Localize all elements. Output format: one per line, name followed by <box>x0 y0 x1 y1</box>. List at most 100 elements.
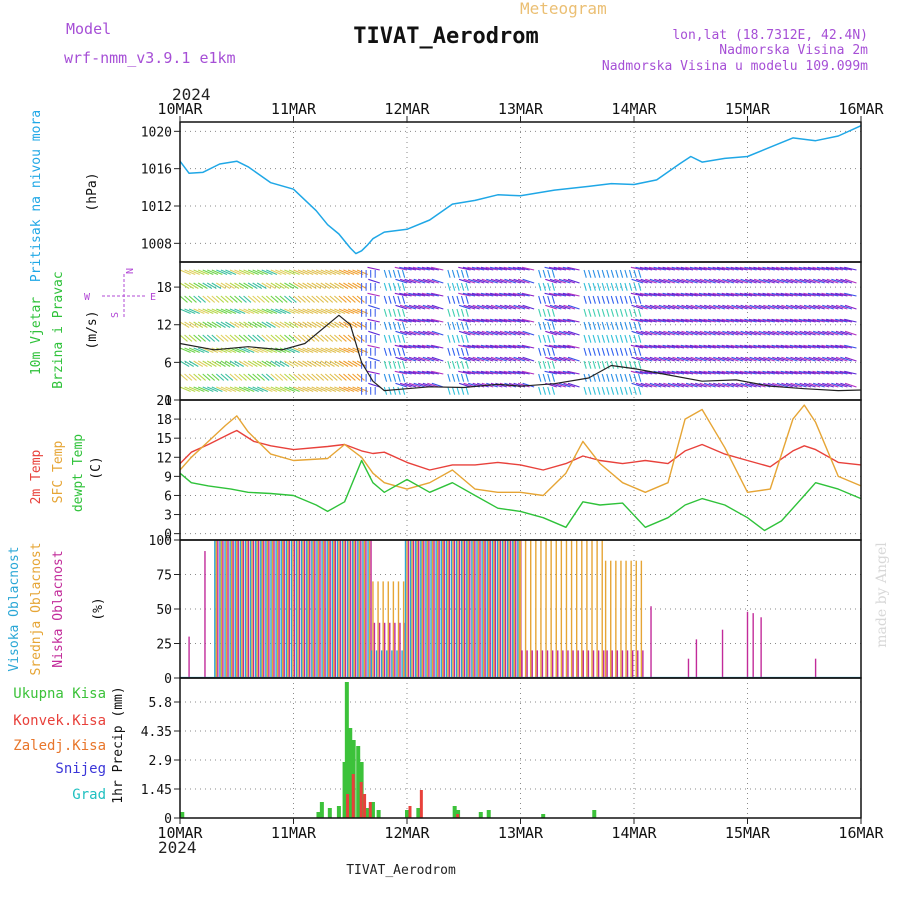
wind-barb <box>726 356 739 362</box>
wind-barb <box>744 370 757 375</box>
wind-barb <box>462 292 476 297</box>
wind-barb <box>638 295 642 304</box>
wind-barb <box>477 278 489 284</box>
wind-barb <box>238 373 247 381</box>
wind-barb <box>766 318 780 323</box>
wind-barb <box>844 318 857 323</box>
temp-unit: (C) <box>89 456 104 479</box>
wind-barb <box>794 318 807 323</box>
wind-barb <box>252 347 264 354</box>
wind-barb <box>699 278 712 284</box>
wind-barb <box>671 318 685 323</box>
wind-barb <box>826 382 839 388</box>
wind-barb <box>601 269 606 278</box>
axis-layer: 1008101210161020061218036912151821025507… <box>141 100 885 842</box>
precip-legend-conv: Konvek.Kisa <box>13 713 106 729</box>
wind-barb <box>735 356 748 362</box>
wind-barb <box>785 266 798 271</box>
precip-total-bar <box>319 802 324 818</box>
wind-barb <box>583 308 587 317</box>
wind-barb <box>635 382 648 388</box>
wind-barb <box>592 386 596 395</box>
wind-barb <box>408 278 421 284</box>
wind-barb <box>261 386 273 393</box>
wind-barb <box>395 304 408 310</box>
wind-barb <box>274 373 284 381</box>
wind-barb <box>624 321 628 330</box>
wind-barb <box>471 266 485 271</box>
wind-barb <box>447 295 451 304</box>
wind-barb <box>785 344 798 349</box>
precip-conv-bar <box>368 802 372 818</box>
wind-barb <box>284 360 294 367</box>
wind-barb <box>229 295 238 303</box>
wind-barb <box>367 344 380 349</box>
wind-barb <box>388 269 392 278</box>
wind-barb <box>458 356 471 362</box>
wind-barb <box>472 304 485 310</box>
wind-barb <box>247 373 256 381</box>
wind-barb <box>324 360 335 367</box>
wind-barb <box>753 266 766 271</box>
wind-barb <box>817 278 830 284</box>
wind-barb <box>467 292 480 297</box>
wind-barb <box>781 330 794 336</box>
wind-barb <box>225 308 237 315</box>
wind-barb <box>757 370 771 375</box>
wind-barb <box>592 347 596 356</box>
wind-barb <box>417 292 430 297</box>
wind-barb <box>624 373 628 382</box>
wind-barb <box>279 360 290 367</box>
wind-barb <box>513 356 526 362</box>
precip-total-bar <box>356 746 361 818</box>
wind-barb <box>481 356 494 362</box>
wind-barb <box>619 295 624 304</box>
temp-ytick-label: 3 <box>164 509 172 524</box>
wind-barb <box>238 321 249 328</box>
wind-compass: W E N S <box>84 268 156 318</box>
wind-barb <box>835 278 848 284</box>
wind-barb <box>494 370 507 375</box>
wind-barb <box>284 334 293 342</box>
wind-barb <box>631 304 644 310</box>
wind-barb <box>408 330 421 336</box>
wind-barb <box>324 373 334 381</box>
wind-barb <box>347 295 356 303</box>
wind-barb <box>825 370 839 375</box>
wind-barb <box>343 347 355 354</box>
wind-barb <box>648 344 662 349</box>
wind-barb <box>694 292 707 297</box>
x-tick-label-bottom: 14MAR <box>611 824 657 842</box>
wind-barb <box>721 318 734 323</box>
wind-barb <box>229 373 238 381</box>
wind-barb <box>356 334 365 342</box>
wind-barb <box>462 266 476 271</box>
wind-barb <box>657 292 671 297</box>
wind-barb <box>726 304 739 310</box>
meteogram-label: Meteogram <box>520 0 607 18</box>
wind-barb <box>790 356 803 362</box>
wind-barb <box>397 321 401 330</box>
wind-barb <box>658 304 671 310</box>
wind-barb <box>785 318 798 323</box>
wind-barb <box>456 295 460 304</box>
wind-barb <box>794 304 807 310</box>
wind-barb <box>780 370 794 375</box>
cloud-ytick-label: 100 <box>149 534 172 549</box>
wind-barb <box>542 347 547 356</box>
wind-barb <box>685 382 698 388</box>
wind-barb <box>704 278 716 284</box>
wind-barb <box>311 386 323 393</box>
wind-barb <box>794 356 807 362</box>
wind-barb <box>480 318 494 323</box>
wind-barb <box>780 292 794 297</box>
wind-barb <box>830 370 843 375</box>
temp-ytick-label: 9 <box>164 470 172 485</box>
wind-barb <box>404 356 417 362</box>
wind-barb <box>638 269 642 278</box>
x-tick-label-top: 11MAR <box>271 100 317 118</box>
wind-barb <box>789 266 803 271</box>
wind-barb <box>844 344 857 349</box>
wind-barb <box>699 304 712 310</box>
